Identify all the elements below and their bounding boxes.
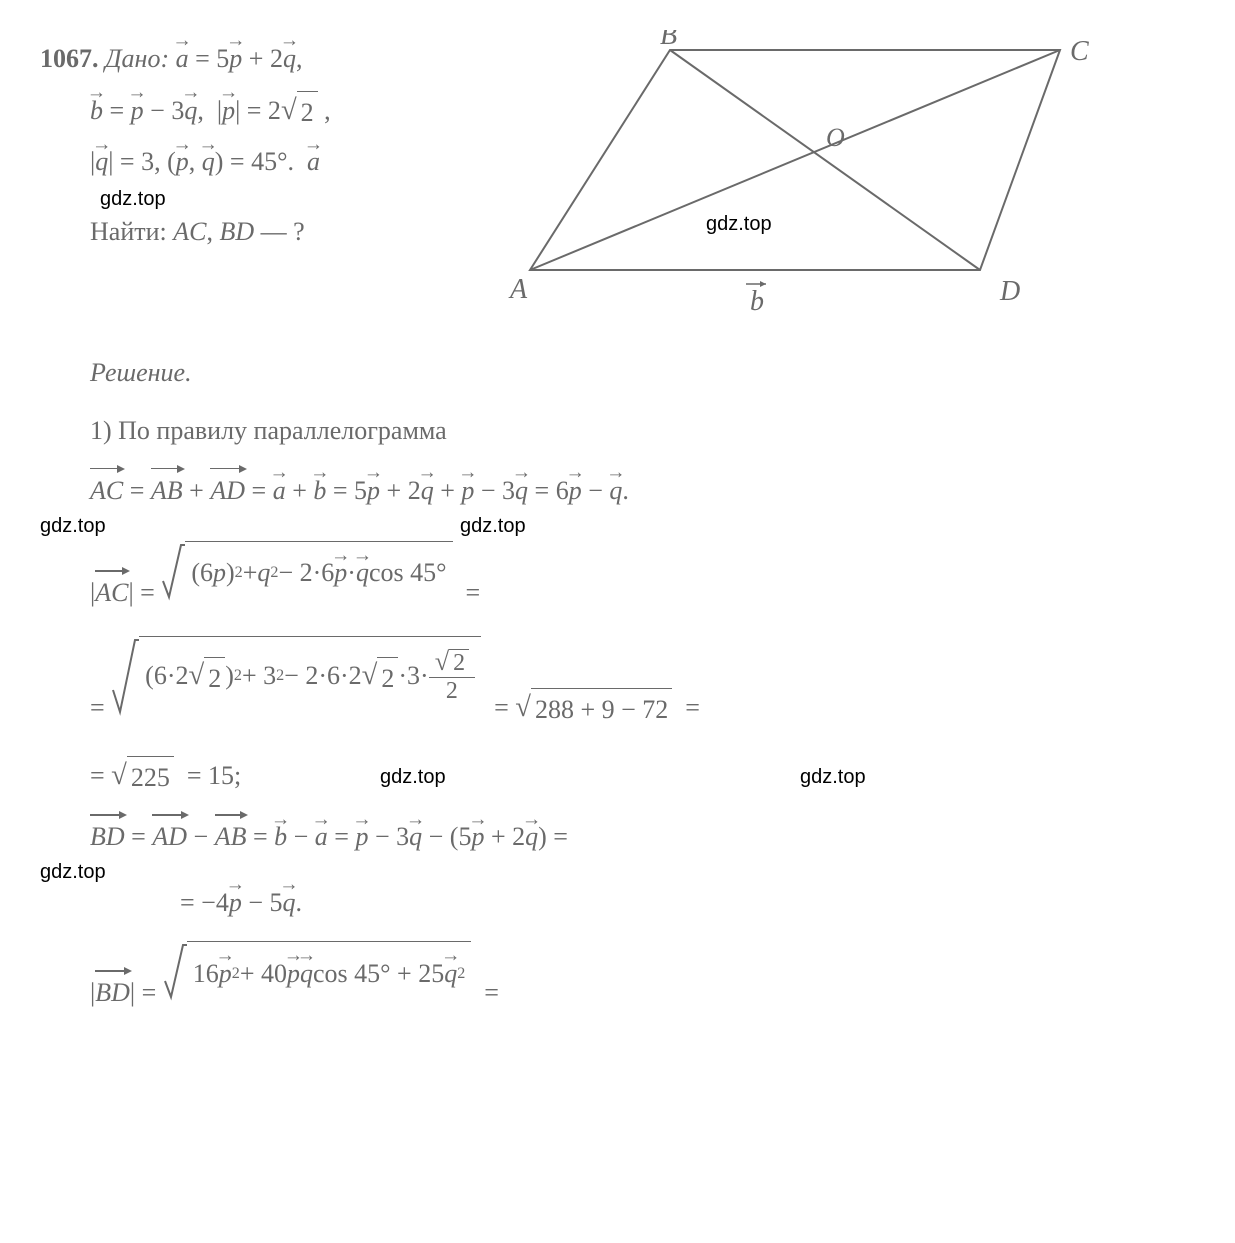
- vec-AB2: AB: [215, 816, 247, 858]
- q8: q: [444, 953, 457, 995]
- vec-a: a: [176, 38, 189, 80]
- find-label: Найти:: [90, 217, 167, 246]
- diagonal-bd: [670, 50, 980, 270]
- vec-p-angle: p: [176, 141, 189, 183]
- line-dano: 1067. Дано: a = 5p + 2q,: [40, 38, 460, 80]
- result-15: = √225 = 15; gdz.top gdz.top: [40, 753, 1195, 799]
- q7: q: [300, 953, 313, 995]
- vec-AC: AC: [90, 470, 123, 512]
- label-b: b: [750, 286, 764, 317]
- vec-BD-mag: BD: [95, 972, 130, 1014]
- p-s: p: [334, 552, 347, 594]
- diagram-container: A B C D O b gdz.top: [470, 30, 1130, 330]
- line-3: |q| = 3, (p, q) = 45°. a gdz.top: [40, 141, 460, 183]
- given-label: Дано:: [105, 44, 169, 73]
- label-A: A: [508, 274, 528, 305]
- p2: p: [461, 470, 474, 512]
- p6: p: [229, 882, 242, 924]
- vec-q2: q: [184, 90, 197, 132]
- step-1: 1) По правилу параллелограмма: [40, 410, 1195, 452]
- given-block: 1067. Дано: a = 5p + 2q, b = p − 3q, |p|…: [40, 30, 460, 261]
- sqrt-calc: (6·2√2)2 + 32 − 2·6·2√2·3· √2 2: [111, 636, 481, 716]
- watermark-2: gdz.top: [40, 510, 106, 542]
- sqrt-225: √225: [111, 753, 174, 799]
- line-find: Найти: AC, BD — ?: [40, 211, 460, 253]
- bd-mag: |BD| = 16p2 + 40pq cos 45° + 25q2 =: [40, 941, 1195, 1014]
- a1: a: [273, 470, 286, 512]
- p3: p: [569, 470, 582, 512]
- vec-AD2: AD: [152, 816, 187, 858]
- line-2: b = p − 3q, |p| = 2√2 ,: [40, 88, 460, 134]
- label-B: B: [660, 30, 677, 51]
- b1: b: [313, 470, 326, 512]
- find-ac: AC: [173, 217, 206, 246]
- q-s: q: [356, 552, 369, 594]
- bd-equation: BD = AD − AB = b − a = p − 3q − (5p + 2q…: [40, 816, 1195, 858]
- vec-a-side: a: [307, 141, 320, 183]
- find-bd: BD: [219, 217, 254, 246]
- calc-line: = (6·2√2)2 + 32 − 2·6·2√2·3· √2 2 = √288…: [40, 636, 1195, 731]
- q1: q: [421, 470, 434, 512]
- watermark-6: gdz.top: [40, 856, 106, 888]
- problem-number: 1067.: [40, 44, 99, 73]
- sqrt-ac: (6p)2 + q2 − 2·6p·q cos 45°: [161, 541, 452, 601]
- p1: p: [367, 470, 380, 512]
- b2: b: [274, 816, 287, 858]
- vec-b: b: [90, 90, 103, 132]
- vec-q-angle: q: [202, 141, 215, 183]
- p5: p: [471, 816, 484, 858]
- sqrt-bd: 16p2 + 40pq cos 45° + 25q2: [163, 941, 472, 1001]
- ac-equation: AC = AB + AD = a + b = 5p + 2q + p − 3q …: [40, 470, 1195, 512]
- label-O: O: [826, 123, 845, 152]
- watermark-4: gdz.top: [380, 761, 446, 793]
- parallelogram-diagram: A B C D O b gdz.top: [470, 30, 1130, 330]
- q2: q: [515, 470, 528, 512]
- solution-header: Решение.: [40, 358, 1195, 388]
- p7: p: [219, 953, 232, 995]
- p4: p: [355, 816, 368, 858]
- bd-result: = −4p − 5q.: [40, 882, 1195, 924]
- q6: q: [283, 882, 296, 924]
- vec-p: p: [229, 38, 242, 80]
- watermark-1: gdz.top: [100, 183, 166, 215]
- label-D: D: [999, 276, 1020, 307]
- watermark-3: gdz.top: [460, 510, 526, 542]
- vec-AB: AB: [151, 470, 183, 512]
- ac-mag: |AC| = (6p)2 + q2 − 2·6p·q cos 45° =: [40, 541, 1195, 614]
- sqrt2: √2: [281, 88, 318, 134]
- vec-BD: BD: [90, 816, 125, 858]
- vec-p-abs: p: [222, 90, 235, 132]
- q5: q: [525, 816, 538, 858]
- sqrt-288: √288 + 9 − 72: [515, 685, 672, 731]
- q4: q: [409, 816, 422, 858]
- vec-AD: AD: [210, 470, 245, 512]
- problem-header-row: 1067. Дано: a = 5p + 2q, b = p − 3q, |p|…: [40, 30, 1195, 330]
- vec-p2: p: [131, 90, 144, 132]
- q3: q: [609, 470, 622, 512]
- vec-q: q: [283, 38, 296, 80]
- vec-q-abs: q: [95, 141, 108, 183]
- diagonal-ac: [530, 50, 1060, 270]
- label-C: C: [1070, 36, 1089, 67]
- watermark-5: gdz.top: [800, 761, 866, 793]
- watermark-diagram: gdz.top: [706, 213, 772, 235]
- a2: a: [315, 816, 328, 858]
- vec-AC-mag: AC: [95, 572, 128, 614]
- frac-sqrt2-2: √2 2: [429, 647, 475, 706]
